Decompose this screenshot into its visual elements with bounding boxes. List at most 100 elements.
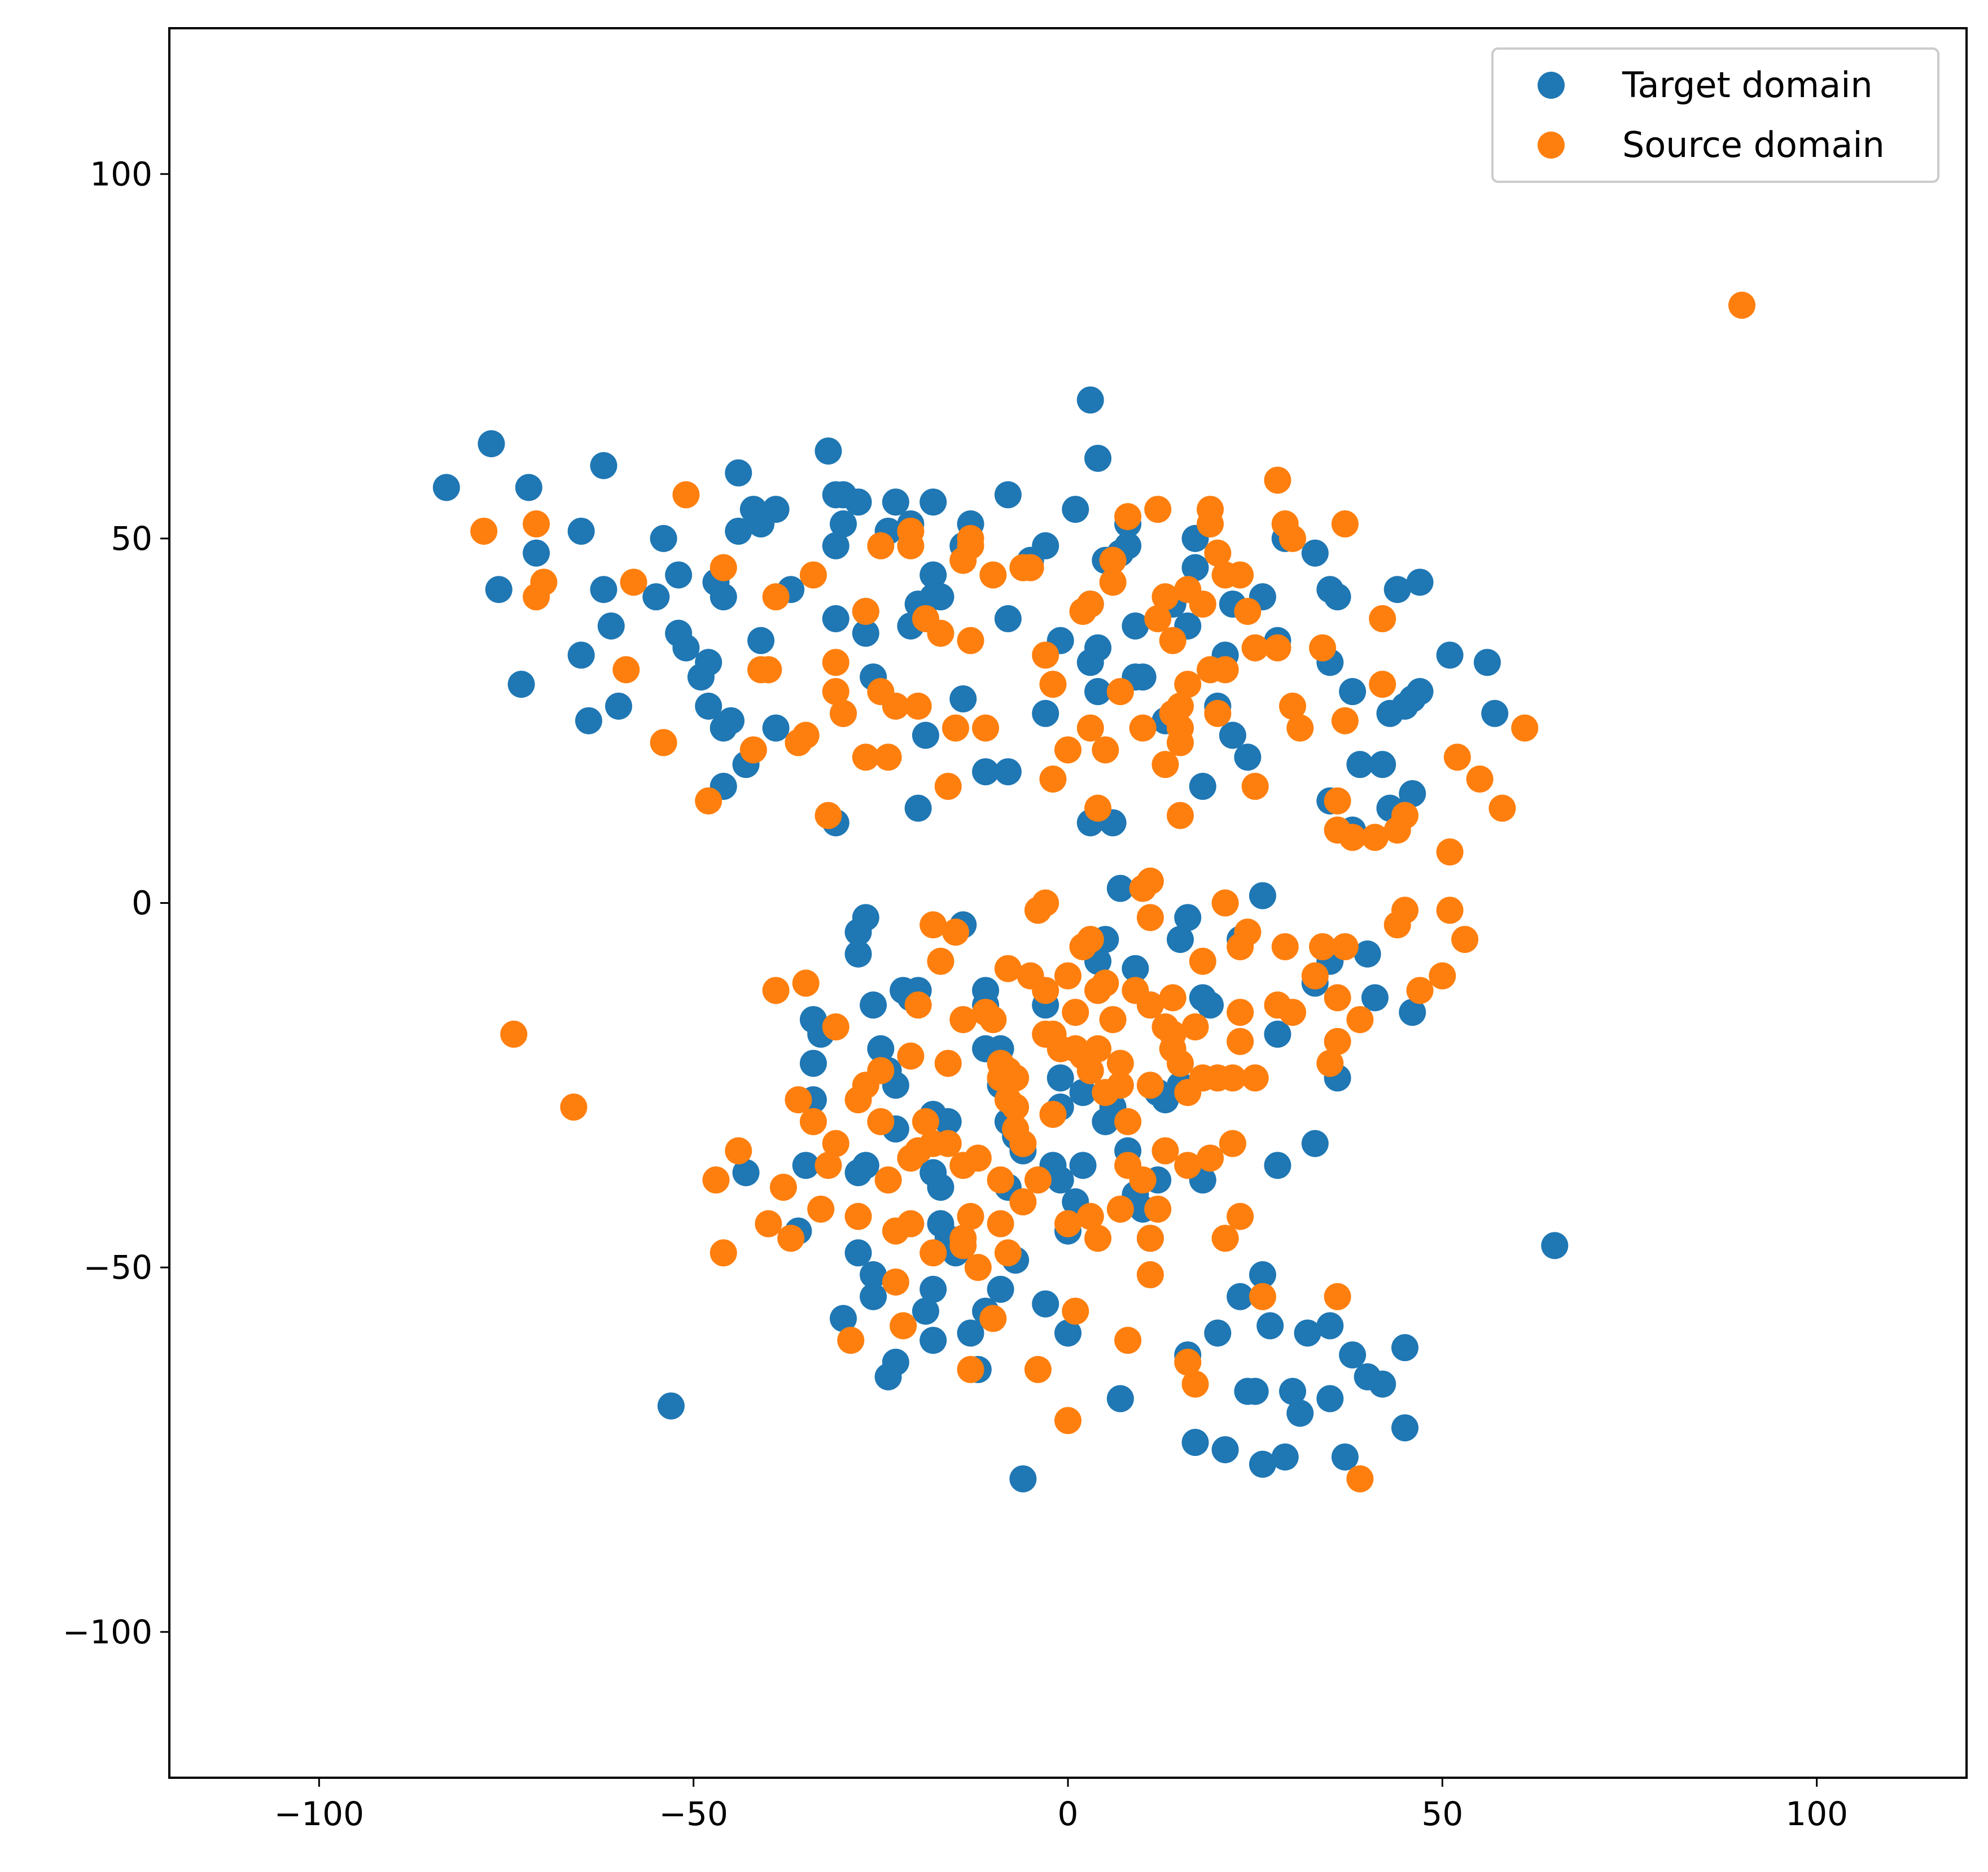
data-point [1122, 955, 1149, 982]
data-point [1406, 568, 1434, 596]
data-point [1114, 1108, 1142, 1135]
data-point [1084, 1035, 1112, 1062]
data-point [432, 474, 460, 501]
data-point [964, 1254, 992, 1281]
data-point [523, 539, 550, 567]
data-point [1167, 729, 1194, 756]
data-point [1383, 576, 1411, 603]
data-point [1391, 896, 1418, 924]
data-point [1346, 1006, 1374, 1034]
data-point [979, 1305, 1007, 1332]
data-point [1204, 699, 1232, 727]
data-point [1167, 802, 1194, 829]
data-point [792, 1152, 820, 1179]
data-point [874, 1166, 902, 1194]
data-point [1391, 1334, 1418, 1362]
data-point [1129, 1166, 1157, 1194]
data-point [1354, 940, 1381, 968]
data-point [964, 1144, 992, 1172]
x-axis-ticks: −100 −50 0 50 100 [274, 1778, 1848, 1833]
data-point [1241, 1064, 1269, 1092]
data-point [1197, 991, 1224, 1019]
data-point [890, 1312, 917, 1340]
data-point [912, 1108, 939, 1135]
data-point [1234, 743, 1262, 771]
data-point [515, 474, 542, 501]
data-point [1002, 1094, 1030, 1121]
data-point [1054, 962, 1081, 990]
data-point [1249, 882, 1276, 909]
data-point [1032, 641, 1059, 669]
data-point [650, 729, 677, 756]
data-point [695, 787, 722, 815]
data-point [672, 634, 700, 662]
data-point [1076, 386, 1104, 414]
data-point [1136, 1261, 1164, 1289]
data-point [844, 918, 872, 946]
data-point [987, 1275, 1014, 1303]
data-point [612, 656, 640, 684]
data-point [1211, 656, 1239, 684]
data-point [852, 743, 879, 771]
data-point [1009, 1465, 1037, 1493]
data-point [702, 1166, 730, 1194]
data-point [949, 1232, 977, 1259]
data-point [1331, 707, 1359, 734]
data-point [844, 488, 872, 516]
data-point [882, 1348, 909, 1376]
data-point [762, 496, 790, 523]
data-point [822, 678, 850, 706]
data-point [1436, 641, 1464, 669]
data-point [1331, 933, 1359, 960]
data-point [919, 911, 947, 939]
data-point [1054, 1319, 1081, 1347]
data-point [1346, 1465, 1374, 1493]
data-point [1039, 765, 1067, 793]
data-point [867, 1108, 895, 1135]
data-point [904, 692, 932, 720]
data-point [1032, 699, 1059, 727]
data-point [620, 568, 647, 596]
data-point [897, 1042, 925, 1070]
data-point [1324, 1027, 1351, 1055]
data-point [934, 772, 962, 800]
data-point [1324, 984, 1351, 1012]
data-point [785, 1086, 812, 1114]
data-point [1264, 634, 1291, 662]
data-point [1451, 926, 1479, 954]
data-point [523, 510, 550, 538]
data-point [1369, 751, 1396, 778]
data-point [1174, 1348, 1202, 1376]
data-point [1279, 692, 1306, 720]
data-point [1204, 1319, 1232, 1347]
data-point [1227, 1202, 1254, 1230]
data-point [1144, 1195, 1172, 1223]
data-point [822, 1130, 850, 1157]
data-point [1084, 444, 1112, 472]
data-point [485, 576, 513, 603]
data-point [1144, 496, 1172, 523]
data-point [1009, 1188, 1037, 1215]
data-point [844, 940, 872, 968]
data-point [1234, 918, 1262, 946]
data-point [1399, 999, 1426, 1026]
data-point [1219, 721, 1246, 749]
data-point [1144, 605, 1172, 632]
data-point [1076, 1202, 1104, 1230]
data-point [567, 641, 595, 669]
data-point [919, 1327, 947, 1354]
data-point [695, 649, 722, 676]
data-point [815, 1152, 842, 1179]
data-point [1249, 1283, 1276, 1310]
data-point [1361, 824, 1389, 851]
data-point [1271, 1443, 1299, 1471]
data-point [739, 736, 767, 764]
data-point [725, 1137, 752, 1165]
data-point [852, 619, 879, 647]
data-point [1046, 1166, 1074, 1194]
data-point [934, 1130, 962, 1157]
data-point [1062, 1297, 1089, 1325]
data-point [994, 481, 1022, 509]
data-point [755, 1210, 782, 1237]
data-point [1309, 933, 1337, 960]
